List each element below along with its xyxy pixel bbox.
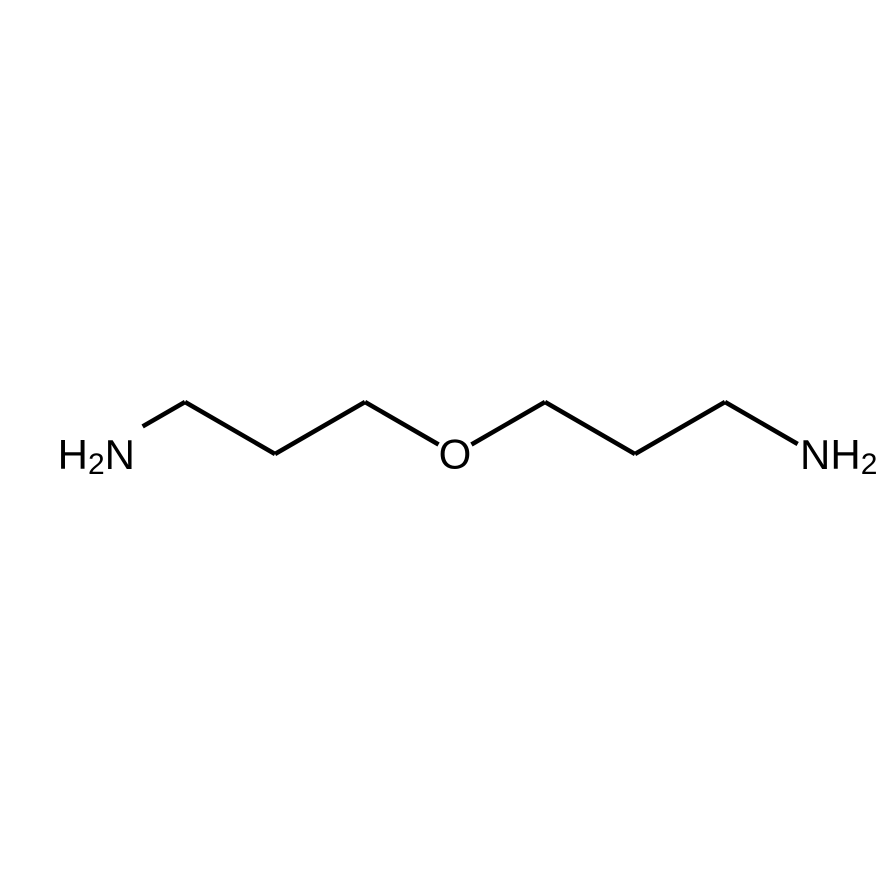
bond	[635, 402, 725, 454]
bond	[725, 402, 798, 444]
atom-label-h2n: H2N	[58, 431, 135, 481]
bond	[143, 402, 185, 426]
bond	[185, 402, 275, 454]
bond	[545, 402, 635, 454]
atom-label-nh2: NH2	[800, 431, 877, 481]
bond	[365, 402, 439, 444]
bond	[471, 402, 545, 444]
bond	[275, 402, 365, 454]
atom-label: O	[439, 431, 472, 478]
chemical-structure-diagram: H2N O NH2	[0, 0, 890, 890]
